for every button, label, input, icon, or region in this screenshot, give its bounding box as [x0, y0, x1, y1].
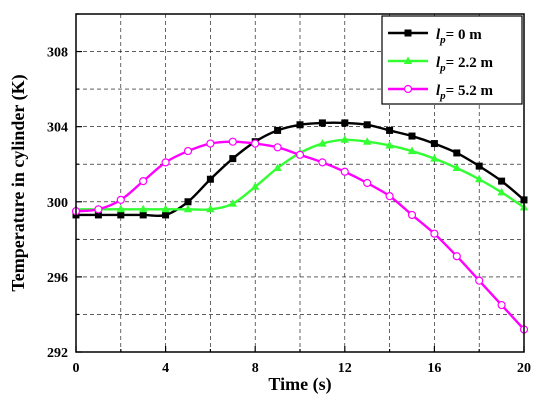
x-tick-label: 12 — [338, 361, 352, 376]
data-point — [184, 198, 192, 206]
legend-marker — [404, 29, 412, 37]
legend-item: lp= 2.2 m — [388, 55, 493, 74]
data-point — [296, 121, 304, 129]
x-tick-label: 8 — [252, 361, 259, 376]
data-point — [161, 158, 170, 167]
y-tick-label: 308 — [47, 46, 68, 61]
legend-label: lp= 2.2 m — [436, 55, 493, 74]
series-2 — [71, 137, 529, 334]
data-point — [430, 154, 439, 162]
data-point — [274, 126, 282, 134]
data-point — [407, 210, 417, 220]
data-point — [318, 158, 327, 167]
series-1 — [71, 135, 529, 213]
data-point — [475, 276, 484, 285]
data-point — [363, 121, 371, 129]
data-point — [363, 178, 372, 188]
data-point — [206, 139, 215, 148]
data-point — [116, 195, 125, 204]
data-point — [273, 163, 282, 171]
y-tick-label: 304 — [47, 121, 68, 136]
x-tick-label: 16 — [427, 361, 441, 376]
data-point — [498, 177, 506, 185]
legend-marker — [403, 56, 413, 64]
legend-item: lp= 0 m — [388, 27, 482, 46]
data-point — [430, 229, 439, 238]
x-tick-label: 0 — [73, 361, 80, 376]
data-point — [385, 192, 394, 201]
data-point — [430, 140, 438, 148]
data-point — [497, 300, 506, 310]
data-point — [183, 204, 193, 213]
data-point — [94, 205, 103, 214]
data-point — [94, 211, 102, 219]
data-point — [229, 155, 237, 163]
data-point — [273, 143, 282, 152]
data-point — [363, 137, 372, 145]
data-point — [183, 146, 193, 156]
data-point — [161, 204, 170, 213]
data-point — [139, 204, 148, 213]
data-point — [139, 211, 147, 219]
legend-label: lp= 5.2 m — [436, 83, 493, 102]
legend: lp= 0 m lp= 2.2 m lp= 5.2 m — [381, 15, 523, 105]
y-axis-title: Temperature in cylinder (K) — [8, 74, 29, 291]
tick-labels: 0 4 8 12 16 20 292 296 300 304 308 — [47, 46, 531, 376]
data-point — [251, 139, 260, 148]
data-point — [116, 204, 125, 213]
data-point — [162, 211, 170, 219]
data-point — [318, 119, 326, 127]
data-point — [340, 135, 349, 143]
data-point — [251, 182, 260, 190]
data-point — [475, 162, 483, 170]
data-point — [452, 163, 461, 171]
data-point — [408, 132, 416, 140]
data-point — [340, 167, 349, 176]
x-tick-label: 4 — [162, 361, 169, 376]
axis-ticks — [75, 13, 525, 353]
data-point — [139, 177, 148, 186]
data-point — [385, 140, 394, 149]
legend-item: lp= 5.2 m — [388, 83, 493, 102]
legend-marker — [403, 84, 413, 94]
data-point — [407, 146, 417, 155]
x-axis-title: Time (s) — [268, 374, 331, 395]
data-point — [386, 126, 394, 134]
data-point — [341, 119, 349, 127]
y-tick-label: 300 — [47, 196, 68, 211]
data-point — [453, 149, 461, 157]
series-layer — [71, 119, 529, 334]
data-point — [206, 175, 214, 183]
data-point — [452, 252, 461, 261]
data-point — [497, 187, 506, 196]
legend-label: lp= 0 m — [436, 27, 482, 46]
data-point — [228, 137, 237, 146]
data-point — [117, 211, 125, 219]
data-point — [206, 204, 215, 213]
data-point — [475, 174, 484, 183]
data-point — [295, 150, 305, 159]
y-tick-label: 296 — [47, 271, 68, 286]
data-point — [228, 199, 237, 207]
x-tick-label: 20 — [517, 361, 531, 376]
data-point — [318, 139, 327, 147]
y-tick-label: 292 — [47, 346, 68, 361]
